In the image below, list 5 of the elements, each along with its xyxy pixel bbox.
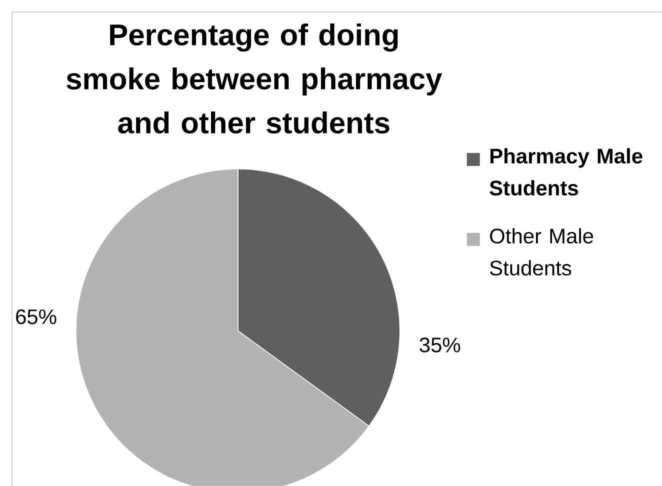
data-label: 65% (16, 309, 56, 324)
legend-label: Other Male Students (490, 228, 594, 276)
chart-title: Percentage of doing smoke between pharmacy and other students (66, 24, 442, 134)
data-label: 35% (420, 338, 460, 352)
legend-label: Pharmacy Male Students (490, 148, 642, 196)
